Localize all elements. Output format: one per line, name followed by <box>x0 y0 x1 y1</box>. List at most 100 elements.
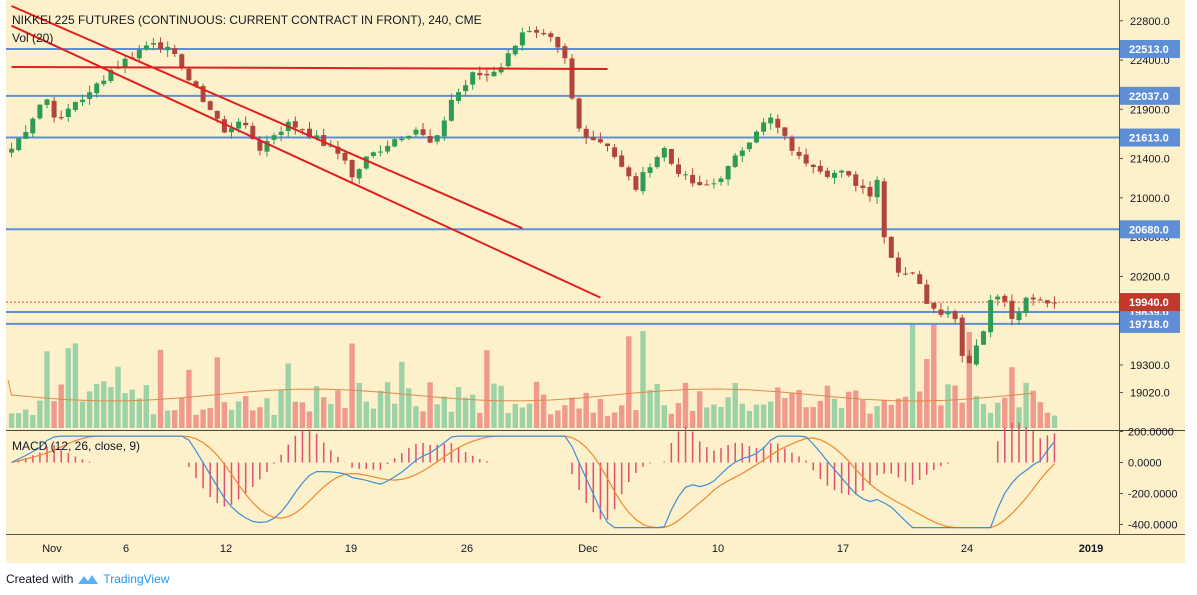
candle-body <box>846 171 852 176</box>
volume-bar <box>533 381 540 428</box>
volume-bar <box>803 407 809 428</box>
volume-bar <box>72 343 79 428</box>
candle-body <box>413 129 419 135</box>
candle-body <box>37 104 43 119</box>
candle-body <box>250 125 256 140</box>
volume-bar <box>136 398 142 428</box>
label-layer: 22513.022037.021613.020680.019839.019718… <box>1120 40 1180 333</box>
volume-bar <box>470 394 476 428</box>
volume-bar <box>164 410 171 428</box>
candle-body <box>30 118 36 134</box>
candle-body <box>633 176 639 190</box>
price-pane-bg <box>6 0 1119 430</box>
volume-bar <box>58 384 64 428</box>
candle-body <box>87 92 93 99</box>
candle-body <box>817 165 823 172</box>
volume-bar <box>122 393 128 428</box>
candle-body <box>200 86 206 102</box>
time-tick-label: Nov <box>42 543 62 555</box>
time-tick-label: 10 <box>712 543 724 555</box>
volume-bar <box>484 350 490 428</box>
volume-bar <box>640 331 646 428</box>
footer-brand-link[interactable]: TradingView <box>103 572 170 586</box>
candle-body <box>406 135 412 139</box>
candle-body <box>952 311 958 320</box>
price-tick-label: 21000.0 <box>1130 193 1170 205</box>
candle-body <box>328 145 334 147</box>
volume-bar <box>313 386 320 428</box>
candle-body <box>363 156 369 169</box>
trendline-lower-resistance <box>11 24 601 299</box>
candle-body <box>23 132 29 139</box>
candle-body <box>619 155 625 167</box>
candle-body <box>193 81 199 87</box>
volume-bar <box>491 383 497 428</box>
candle-body <box>527 31 532 32</box>
level-label: 20680.0 <box>1129 224 1169 236</box>
candle-body <box>434 135 440 142</box>
volume-bar <box>406 388 412 428</box>
volume-bar <box>739 403 745 428</box>
candle-body <box>385 145 391 152</box>
chart-frame[interactable]: 22800.022400.021900.021400.021000.020600… <box>0 0 1197 563</box>
candle-body <box>626 167 632 177</box>
volume-bar <box>86 391 93 428</box>
candle-body <box>796 151 802 156</box>
volume-bar <box>257 407 263 428</box>
volume-bar <box>838 408 845 428</box>
candle-body <box>938 309 944 315</box>
volume-bar <box>874 406 880 428</box>
price-tick-label: 22400.0 <box>1130 55 1170 67</box>
volume-bar <box>831 398 838 428</box>
candle-body <box>782 127 788 136</box>
candle-body <box>122 58 128 68</box>
candle-body <box>839 170 845 173</box>
volume-bar <box>959 402 965 428</box>
candle-body <box>1037 299 1043 301</box>
candle-body <box>143 45 149 49</box>
candle-body <box>605 143 610 146</box>
time-tick-label: 6 <box>123 543 129 555</box>
volume-bar <box>271 415 277 428</box>
candle-body <box>775 118 781 128</box>
tradingview-logo-icon[interactable] <box>77 572 99 586</box>
time-tick-label: 19 <box>345 543 357 555</box>
chart-svg[interactable]: 22800.022400.021900.021400.021000.020600… <box>0 0 1197 563</box>
volume-bar <box>349 343 355 428</box>
volume-bar <box>335 390 341 428</box>
volume-bar <box>540 394 547 428</box>
time-axis-bg <box>6 534 1185 563</box>
footer-prefix: Created with <box>6 572 74 586</box>
time-tick-label: Dec <box>578 543 598 555</box>
volume-bar <box>37 400 43 428</box>
volume-bar <box>753 404 760 428</box>
candle-body <box>1030 297 1036 300</box>
volume-bar <box>924 359 930 428</box>
candle-body <box>314 135 320 139</box>
macd-label: MACD (12, 26, close, 9) <box>12 439 140 453</box>
candle-body <box>924 284 930 304</box>
volume-bar <box>725 397 731 428</box>
volume-bar <box>356 382 362 428</box>
volume-bar <box>590 412 596 428</box>
volume-label: Vol (20) <box>12 31 53 45</box>
level-label-box <box>1120 128 1180 147</box>
volume-bar <box>881 400 887 428</box>
volume-bar <box>129 389 135 428</box>
candle-body <box>299 129 305 131</box>
volume-bar <box>264 398 270 428</box>
candle-body <box>278 131 284 135</box>
volume-bar <box>746 411 753 428</box>
volume-bar <box>902 396 909 428</box>
candle-body <box>789 137 795 151</box>
candle-body <box>470 72 476 85</box>
price-tick-label: 22800.0 <box>1130 16 1170 28</box>
volume-ma-line <box>7 379 1034 402</box>
volume-bar <box>860 400 866 428</box>
volume-bar <box>342 408 348 428</box>
candle-body <box>690 174 696 184</box>
volume-bar <box>384 382 391 428</box>
candle-body <box>590 136 596 141</box>
candle-body <box>746 142 752 150</box>
volume-bar <box>512 403 518 428</box>
